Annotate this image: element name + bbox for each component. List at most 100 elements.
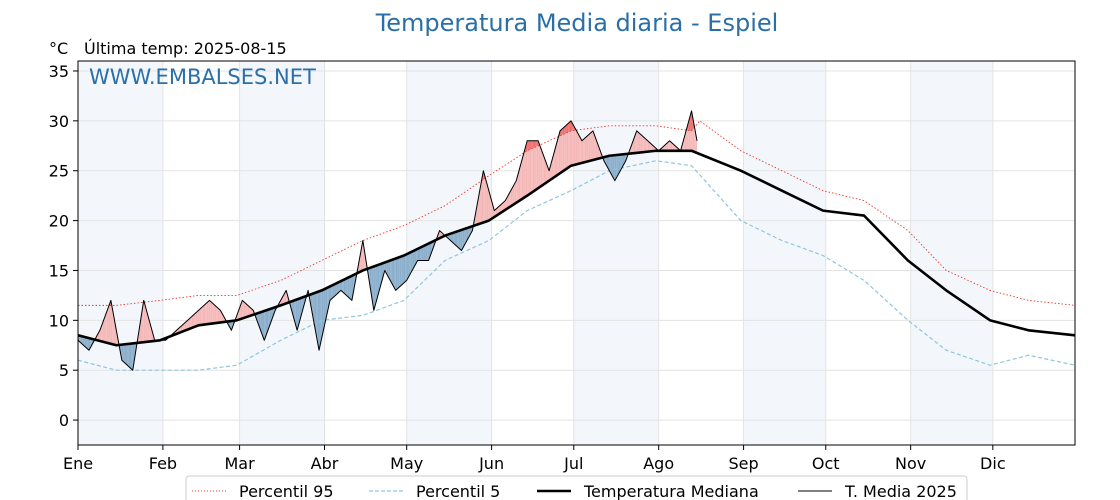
plot-frame	[77, 60, 1076, 446]
band-below	[321, 289, 324, 338]
band-above	[109, 300, 111, 344]
band-above	[534, 140, 536, 191]
x-tick-label: Mar	[225, 454, 256, 473]
band-above	[520, 160, 522, 201]
band-above	[640, 134, 643, 153]
band-below	[373, 265, 376, 311]
band-above	[512, 185, 514, 206]
band-below	[620, 154, 622, 171]
band-above	[510, 188, 513, 207]
band-below	[336, 282, 339, 295]
band-above	[532, 140, 535, 192]
band-above	[644, 138, 647, 152]
band-above	[554, 145, 556, 177]
band-below	[379, 263, 381, 291]
band-below	[130, 343, 132, 369]
band-above	[668, 140, 670, 151]
band-above	[595, 138, 598, 160]
x-axis: Ene Feb Mar Abr May Jun Jul Ago Sep Oct Nov Dic	[63, 445, 1006, 473]
band-above	[591, 130, 593, 161]
band-above-p95	[688, 115, 691, 131]
band-above-p95	[527, 140, 529, 151]
band-above	[527, 140, 529, 196]
band-below	[427, 243, 429, 261]
x-tick-label: Abr	[311, 454, 339, 473]
band-above	[214, 305, 217, 324]
y-tick-label: 30	[49, 112, 69, 131]
band-below	[424, 244, 426, 261]
x-tick-label: Ene	[63, 454, 93, 473]
band-below	[314, 292, 317, 336]
band-above	[584, 137, 587, 163]
band-above	[249, 306, 251, 317]
band-above	[695, 133, 698, 153]
band-above	[649, 142, 651, 152]
band-above	[566, 123, 569, 169]
band-below	[607, 155, 610, 171]
band-above	[651, 144, 654, 152]
band-below	[458, 230, 461, 250]
band-above-p95	[565, 124, 567, 134]
band-below	[340, 280, 343, 292]
band-below	[460, 229, 462, 251]
x-tick-label: Jul	[563, 454, 583, 473]
band-above-p95	[562, 127, 565, 135]
band-below	[416, 248, 418, 263]
band-below	[127, 343, 129, 367]
band-above	[242, 300, 244, 319]
band-below	[461, 229, 463, 251]
x-tick-label: Feb	[149, 454, 177, 473]
band-above	[197, 310, 199, 326]
band-above	[486, 180, 488, 222]
band-above	[555, 140, 558, 177]
band-above	[190, 316, 192, 329]
month-shading	[78, 61, 993, 445]
band-below	[262, 310, 265, 341]
band-above	[686, 125, 688, 151]
band-above	[105, 311, 107, 343]
band-below	[131, 343, 133, 371]
band-below	[395, 257, 398, 291]
band-above-p95	[568, 122, 570, 133]
band-above	[143, 300, 146, 343]
band-above	[198, 309, 200, 326]
band-below	[457, 230, 459, 249]
band-above	[210, 301, 213, 324]
band-above	[638, 132, 640, 153]
series-media-2025	[77, 110, 698, 371]
y-tick-label: 35	[49, 62, 69, 81]
band-above	[576, 130, 578, 165]
band-above	[102, 319, 105, 343]
band-above	[482, 170, 484, 223]
band-below	[390, 259, 392, 283]
band-below	[317, 291, 320, 351]
chart-title: Temperatura Media diaria - Espiel	[375, 9, 779, 37]
band-above	[114, 322, 117, 346]
band-above	[594, 134, 596, 160]
band-below	[401, 255, 403, 286]
band-above	[480, 178, 483, 224]
band-above-p95	[561, 128, 563, 136]
band-above	[187, 319, 189, 330]
band-above	[280, 297, 283, 306]
band-above	[551, 155, 554, 179]
band-above	[540, 148, 543, 187]
band-below	[87, 337, 89, 351]
band-below	[618, 154, 621, 174]
band-above	[205, 302, 207, 325]
band-above	[525, 140, 528, 197]
band-above	[213, 304, 215, 324]
band-above	[194, 312, 196, 327]
band-above	[223, 315, 225, 323]
band-below	[454, 231, 456, 246]
band-above	[571, 120, 573, 166]
band-below	[386, 261, 388, 276]
band-below	[464, 228, 466, 246]
band-above-p95	[532, 140, 535, 149]
band-above	[642, 135, 644, 153]
band-above-p95	[566, 123, 569, 133]
month-shade-Jul	[573, 61, 659, 445]
band-below	[265, 310, 267, 337]
band-above	[572, 123, 574, 166]
band-above	[516, 175, 518, 203]
